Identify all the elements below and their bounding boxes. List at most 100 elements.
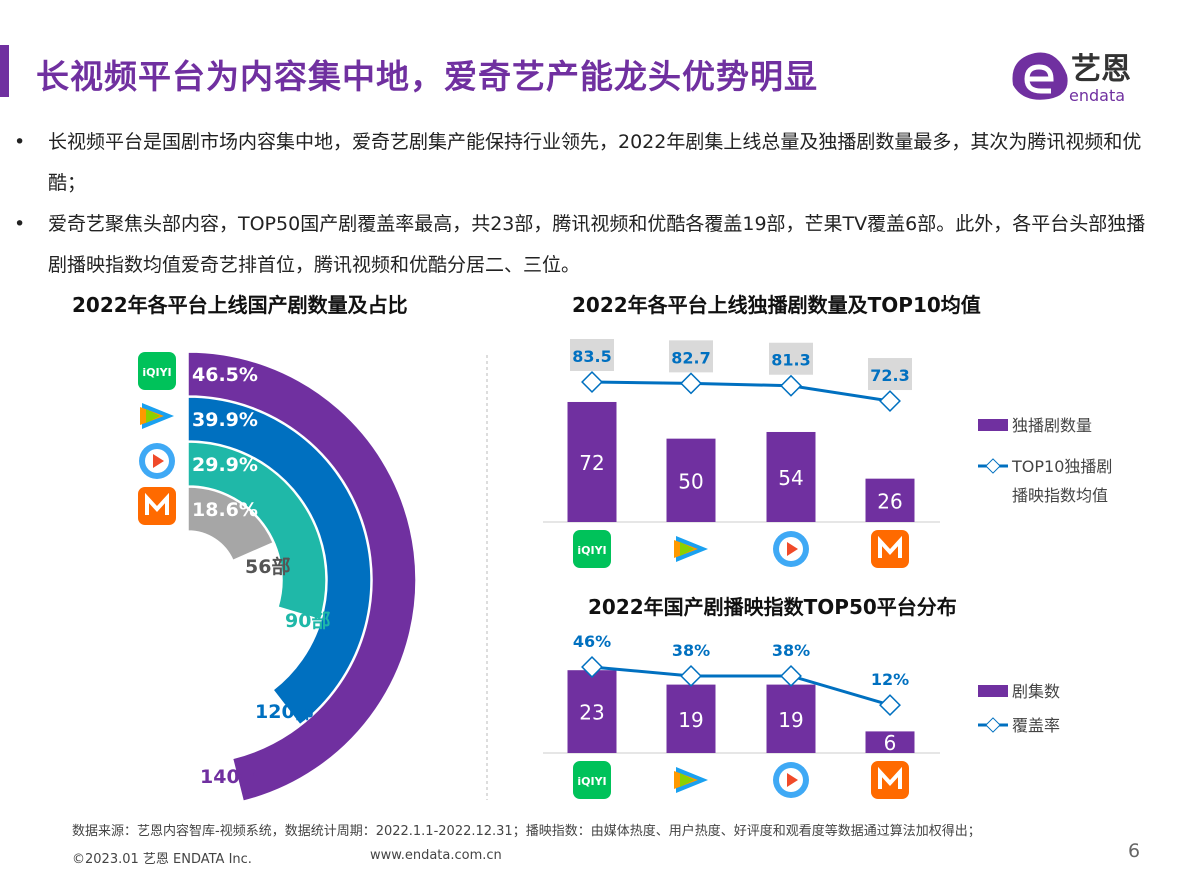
share-label: 46.5% bbox=[192, 364, 258, 386]
bar-value-label: 50 bbox=[678, 469, 703, 493]
bar-value-label: 6 bbox=[884, 731, 897, 755]
bar bbox=[666, 684, 716, 753]
line-series bbox=[591, 665, 891, 707]
legend-bar-label: 剧集数 bbox=[1012, 682, 1060, 701]
legend-line-marker bbox=[985, 717, 1001, 733]
page-title: 长视频平台为内容集中地，爱奇艺产能龙头优势明显 bbox=[36, 57, 818, 96]
bar-value-label: 19 bbox=[778, 708, 803, 732]
mango-m bbox=[878, 766, 902, 789]
radial-bar bbox=[187, 396, 372, 726]
label-box bbox=[769, 342, 813, 375]
share-label: 29.9% bbox=[192, 454, 258, 476]
bar bbox=[865, 478, 915, 522]
youku-play bbox=[787, 542, 798, 556]
youku-logo-icon bbox=[139, 443, 175, 479]
bar bbox=[666, 438, 716, 522]
mango-tv-logo-icon bbox=[138, 487, 176, 525]
website-link[interactable]: www.endata.com.cn bbox=[370, 848, 502, 863]
tencent-video-logo-icon bbox=[140, 403, 174, 429]
iqiyi-logo-icon: iQIYI bbox=[573, 761, 611, 799]
bar-value-label: 23 bbox=[579, 701, 604, 725]
bar bbox=[567, 401, 617, 522]
iqiyi-logo-text: iQIYI bbox=[577, 775, 606, 788]
legend-line-label: TOP10独播剧 bbox=[1011, 457, 1112, 476]
share-label: 18.6% bbox=[192, 499, 258, 521]
line-value-label: 83.5 bbox=[572, 347, 611, 366]
radial-bar-chart: 46.5% 140部 iQIYI 39.9% 120部 29.9% 90部 18.6% 56部 bbox=[138, 351, 417, 803]
line-point bbox=[879, 390, 901, 413]
iqiyi-logo-text: iQIYI bbox=[142, 366, 171, 379]
tencent-shape bbox=[680, 542, 694, 556]
mango-bg bbox=[871, 761, 909, 799]
line-point bbox=[680, 372, 702, 395]
label-box bbox=[570, 339, 614, 371]
line-value-label: 12% bbox=[871, 670, 909, 689]
count-label: 140部 bbox=[200, 765, 259, 788]
legend-line-label: 覆盖率 bbox=[1012, 716, 1060, 735]
line-point bbox=[879, 694, 901, 717]
bullet-item: • 爱奇艺聚焦头部内容，TOP50国产剧覆盖率最高，共23部，腾讯视频和优酷各覆盖… bbox=[14, 213, 1146, 276]
bar-value-label: 72 bbox=[579, 451, 604, 475]
youku-play bbox=[153, 454, 164, 468]
copyright: ©2023.01 艺恩 ENDATA Inc. bbox=[72, 852, 252, 867]
mango-tv-logo-icon bbox=[871, 530, 909, 568]
count-label: 120部 bbox=[255, 700, 314, 723]
tencent-video-logo-icon bbox=[674, 536, 708, 562]
bar-value-label: 54 bbox=[778, 466, 803, 490]
line-value-label: 81.3 bbox=[771, 351, 810, 370]
label-box bbox=[669, 340, 713, 373]
endata-logo: 艺恩 endata bbox=[1012, 52, 1131, 105]
line-series bbox=[591, 380, 891, 403]
bar bbox=[766, 684, 816, 753]
bar-value-label: 19 bbox=[678, 708, 703, 732]
line-point bbox=[581, 371, 603, 393]
line-value-label: 82.7 bbox=[671, 348, 710, 367]
radial-bar bbox=[187, 441, 327, 621]
tencent-shape bbox=[146, 409, 160, 423]
count-label: 56部 bbox=[245, 555, 290, 578]
svg-text:endata: endata bbox=[1069, 86, 1125, 105]
line-point bbox=[780, 664, 802, 687]
share-label: 39.9% bbox=[192, 409, 258, 431]
line-point bbox=[581, 656, 603, 678]
left-chart-title: 2022年各平台上线国产剧数量及占比 bbox=[72, 293, 408, 317]
legend-bar-label: 独播剧数量 bbox=[1012, 416, 1092, 435]
tencent-video-logo-icon bbox=[674, 767, 708, 793]
svg-text:艺恩: 艺恩 bbox=[1071, 52, 1131, 87]
label-box bbox=[868, 358, 912, 391]
bar bbox=[567, 670, 617, 753]
bullet-item: • 长视频平台是国剧市场内容集中地，爱奇艺剧集产能保持行业领先，2022年剧集上线… bbox=[14, 131, 1142, 194]
title-accent-bar bbox=[0, 45, 9, 97]
youku-play bbox=[787, 773, 798, 787]
bottom-right-chart-title: 2022年国产剧播映指数TOP50平台分布 bbox=[588, 595, 957, 619]
bullet-list: • 长视频平台是国剧市场内容集中地，爱奇艺剧集产能保持行业领先，2022年剧集上线… bbox=[12, 122, 1162, 286]
bar bbox=[865, 731, 915, 753]
legend-bar-swatch bbox=[978, 419, 1008, 431]
legend-bar-swatch bbox=[978, 685, 1008, 697]
iqiyi-bg bbox=[138, 352, 176, 390]
line-point bbox=[680, 664, 702, 687]
bar bbox=[766, 431, 816, 522]
mango-bg bbox=[138, 487, 176, 525]
iqiyi-logo-icon: iQIYI bbox=[573, 530, 611, 568]
count-label: 90部 bbox=[285, 609, 330, 632]
line-value-label: 46% bbox=[573, 632, 611, 651]
legend-line-label: 播映指数均值 bbox=[1012, 486, 1108, 505]
line-value-label: 72.3 bbox=[870, 366, 909, 385]
mango-tv-logo-icon bbox=[871, 761, 909, 799]
exclusive-bar-line-chart: 72 iQIYI 50 54 26 83.5 82.7 81.3 72.3 独播剧数量 TOP10独… bbox=[543, 339, 1112, 568]
line-value-label: 38% bbox=[772, 641, 810, 660]
youku-logo-icon bbox=[773, 531, 809, 567]
radial-bar bbox=[187, 486, 275, 562]
iqiyi-logo-icon: iQIYI bbox=[138, 352, 176, 390]
iqiyi-bg bbox=[573, 761, 611, 799]
tencent-shape bbox=[680, 773, 694, 787]
top-right-chart-title: 2022年各平台上线独播剧数量及TOP10均值 bbox=[572, 293, 981, 317]
legend-line-marker bbox=[985, 458, 1001, 474]
page-number: 6 bbox=[1128, 840, 1141, 862]
iqiyi-logo-text: iQIYI bbox=[577, 544, 606, 557]
bar-value-label: 26 bbox=[877, 489, 902, 513]
youku-logo-icon bbox=[773, 762, 809, 798]
